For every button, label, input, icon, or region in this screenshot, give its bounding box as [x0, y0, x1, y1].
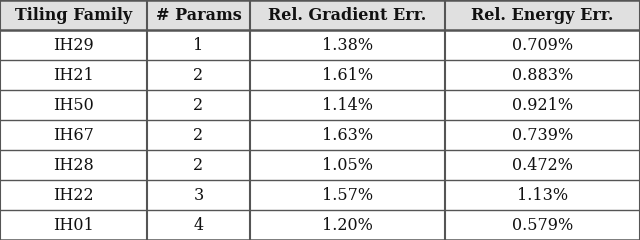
Text: 1.61%: 1.61% [322, 66, 372, 84]
Text: 0.709%: 0.709% [512, 36, 573, 54]
Text: 1.57%: 1.57% [322, 186, 372, 204]
Text: IH29: IH29 [53, 36, 94, 54]
Text: 0.921%: 0.921% [512, 96, 573, 114]
Text: IH22: IH22 [53, 186, 94, 204]
Bar [0, 60, 640, 90]
Text: 1: 1 [193, 36, 204, 54]
Text: 0.739%: 0.739% [512, 126, 573, 144]
Text: 2: 2 [193, 96, 204, 114]
Text: 3: 3 [193, 186, 204, 204]
Text: Rel. Gradient Err.: Rel. Gradient Err. [268, 6, 426, 24]
Text: 1.14%: 1.14% [322, 96, 372, 114]
Text: 2: 2 [193, 156, 204, 174]
Bar [0, 0, 640, 30]
Bar [0, 30, 640, 60]
Text: # Params: # Params [156, 6, 241, 24]
Bar [0, 120, 640, 150]
Text: 1.20%: 1.20% [322, 216, 372, 234]
Text: 0.579%: 0.579% [512, 216, 573, 234]
Bar [0, 150, 640, 180]
Text: 4: 4 [193, 216, 204, 234]
Text: 2: 2 [193, 126, 204, 144]
Text: IH01: IH01 [53, 216, 94, 234]
Bar [0, 180, 640, 210]
Text: IH28: IH28 [53, 156, 94, 174]
Text: IH67: IH67 [53, 126, 94, 144]
Text: 0.472%: 0.472% [512, 156, 573, 174]
Bar [0, 90, 640, 120]
Text: 1.13%: 1.13% [517, 186, 568, 204]
Text: Rel. Energy Err.: Rel. Energy Err. [471, 6, 614, 24]
Text: 0.883%: 0.883% [512, 66, 573, 84]
Text: IH50: IH50 [53, 96, 94, 114]
Text: 1.38%: 1.38% [322, 36, 372, 54]
Text: 1.05%: 1.05% [322, 156, 372, 174]
Text: 1.63%: 1.63% [322, 126, 372, 144]
Bar [0, 210, 640, 240]
Text: 2: 2 [193, 66, 204, 84]
Text: Tiling Family: Tiling Family [15, 6, 132, 24]
Text: IH21: IH21 [53, 66, 94, 84]
